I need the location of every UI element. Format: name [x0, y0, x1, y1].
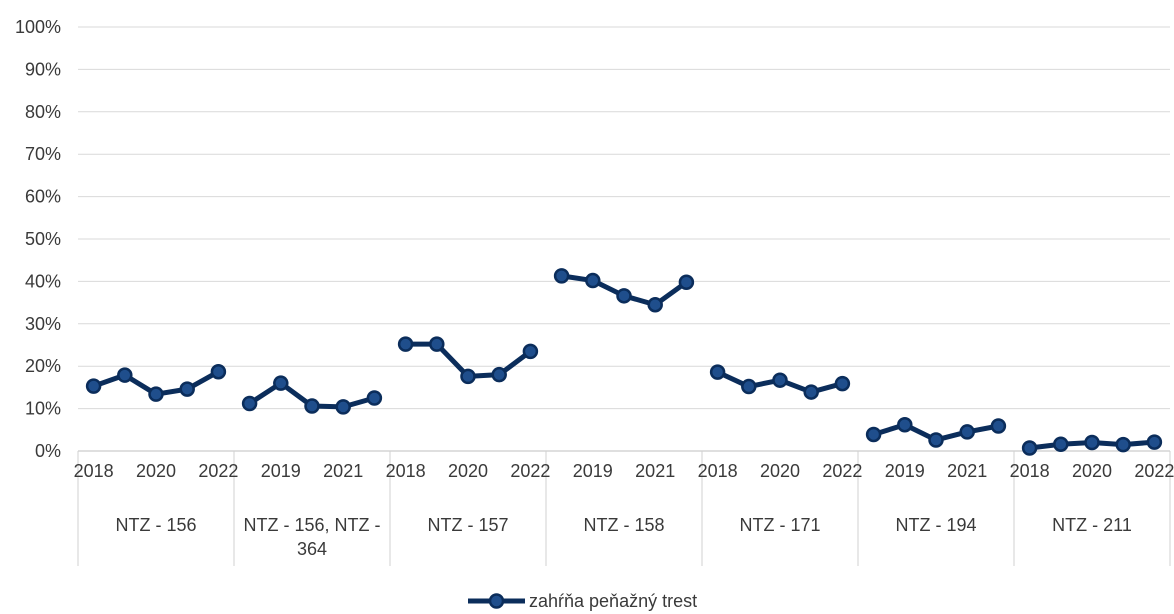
group-label-line: 364 — [297, 539, 327, 559]
data-point — [522, 343, 539, 360]
y-tick-label: 80% — [25, 102, 61, 122]
x-tick-label: 2022 — [510, 461, 550, 481]
x-tick-label: 2019 — [573, 461, 613, 481]
data-point — [834, 375, 851, 392]
x-tick-label: 2018 — [74, 461, 114, 481]
data-point — [1115, 436, 1131, 453]
x-tick-label: 2021 — [323, 461, 363, 481]
group-label: NTZ - 156, NTZ - 364 — [243, 515, 380, 559]
data-point — [928, 432, 944, 448]
y-tick-label: 0% — [35, 441, 61, 461]
y-tick-label: 50% — [25, 229, 61, 249]
x-tick-label: 2021 — [635, 461, 675, 481]
x-tick-label: 2022 — [1134, 461, 1174, 481]
data-point — [117, 367, 133, 383]
y-tick-label: 40% — [25, 271, 61, 291]
x-tick-label: 2018 — [1010, 461, 1050, 481]
y-tick-label: 30% — [25, 314, 61, 334]
y-tick-label: 10% — [25, 399, 61, 419]
y-axis: 0% 10% 20% 30% 40% 50% 60% 70% 80% 90% 100% — [15, 17, 61, 461]
gridlines — [78, 26, 1170, 410]
series-lines — [85, 268, 1163, 456]
data-point — [990, 418, 1007, 434]
x-tick-label: 2019 — [885, 461, 925, 481]
data-point — [1146, 434, 1163, 450]
data-point — [1053, 436, 1069, 452]
y-tick-label: 20% — [25, 356, 61, 376]
legend: zahŕňa peňažný trest — [468, 591, 697, 611]
data-point — [803, 384, 819, 400]
group-label: NTZ - 156 — [115, 515, 196, 535]
legend-label: zahŕňa peňažný trest — [529, 591, 697, 611]
x-tick-label: 2020 — [1072, 461, 1112, 481]
data-point — [85, 378, 102, 394]
data-point — [397, 336, 414, 352]
data-point — [585, 272, 601, 289]
data-point — [335, 399, 351, 415]
group-label-line: NTZ - 156, NTZ - — [243, 515, 380, 535]
data-point — [772, 372, 788, 388]
group-label-line: NTZ - 157 — [427, 515, 508, 535]
data-point — [897, 416, 913, 433]
group-label: NTZ - 211 — [1052, 515, 1132, 535]
data-point — [429, 336, 445, 352]
x-tick-label: 2022 — [822, 461, 862, 481]
x-tick-label: 2022 — [198, 461, 238, 481]
data-point — [304, 398, 320, 414]
data-point — [865, 426, 882, 443]
group-label: NTZ - 158 — [583, 515, 664, 535]
data-point — [460, 368, 476, 385]
data-point — [1084, 434, 1100, 451]
data-point — [1021, 440, 1038, 456]
group-label-line: NTZ - 156 — [115, 515, 196, 535]
x-tick-label: 2020 — [760, 461, 800, 481]
data-point — [179, 381, 195, 397]
data-point — [148, 386, 164, 402]
data-point — [959, 424, 975, 440]
x-tick-label: 2021 — [947, 461, 987, 481]
data-point — [678, 274, 695, 290]
y-tick-label: 100% — [15, 17, 61, 37]
group-label-line: NTZ - 158 — [583, 515, 664, 535]
group-label-line: NTZ - 211 — [1052, 515, 1132, 535]
x-tick-label: 2018 — [386, 461, 426, 481]
data-point — [241, 395, 258, 412]
group-label-line: NTZ - 194 — [895, 515, 976, 535]
y-tick-label: 90% — [25, 59, 61, 79]
data-point — [616, 288, 632, 304]
data-point — [709, 364, 726, 380]
data-point — [366, 390, 383, 406]
group-label: NTZ - 157 — [427, 515, 508, 535]
legend-point-marker — [488, 593, 505, 609]
x-tick-label: 2020 — [448, 461, 488, 481]
x-tick-label: 2018 — [698, 461, 738, 481]
data-point — [491, 366, 507, 383]
group-label: NTZ - 194 — [895, 515, 976, 535]
group-label: NTZ - 171 — [739, 515, 820, 535]
x-tick-label: 2019 — [261, 461, 301, 481]
x-axis: 2018 2020 2022 NTZ - 156 2019 2021 NTZ - 156, … — [74, 450, 1174, 566]
data-point — [647, 296, 663, 313]
data-point — [273, 375, 289, 391]
data-point — [741, 378, 757, 395]
y-tick-label: 70% — [25, 144, 61, 164]
y-tick-label: 60% — [25, 187, 61, 207]
x-tick-label: 2020 — [136, 461, 176, 481]
data-point — [210, 363, 227, 380]
data-point — [553, 268, 570, 284]
group-label-line: NTZ - 171 — [739, 515, 820, 535]
